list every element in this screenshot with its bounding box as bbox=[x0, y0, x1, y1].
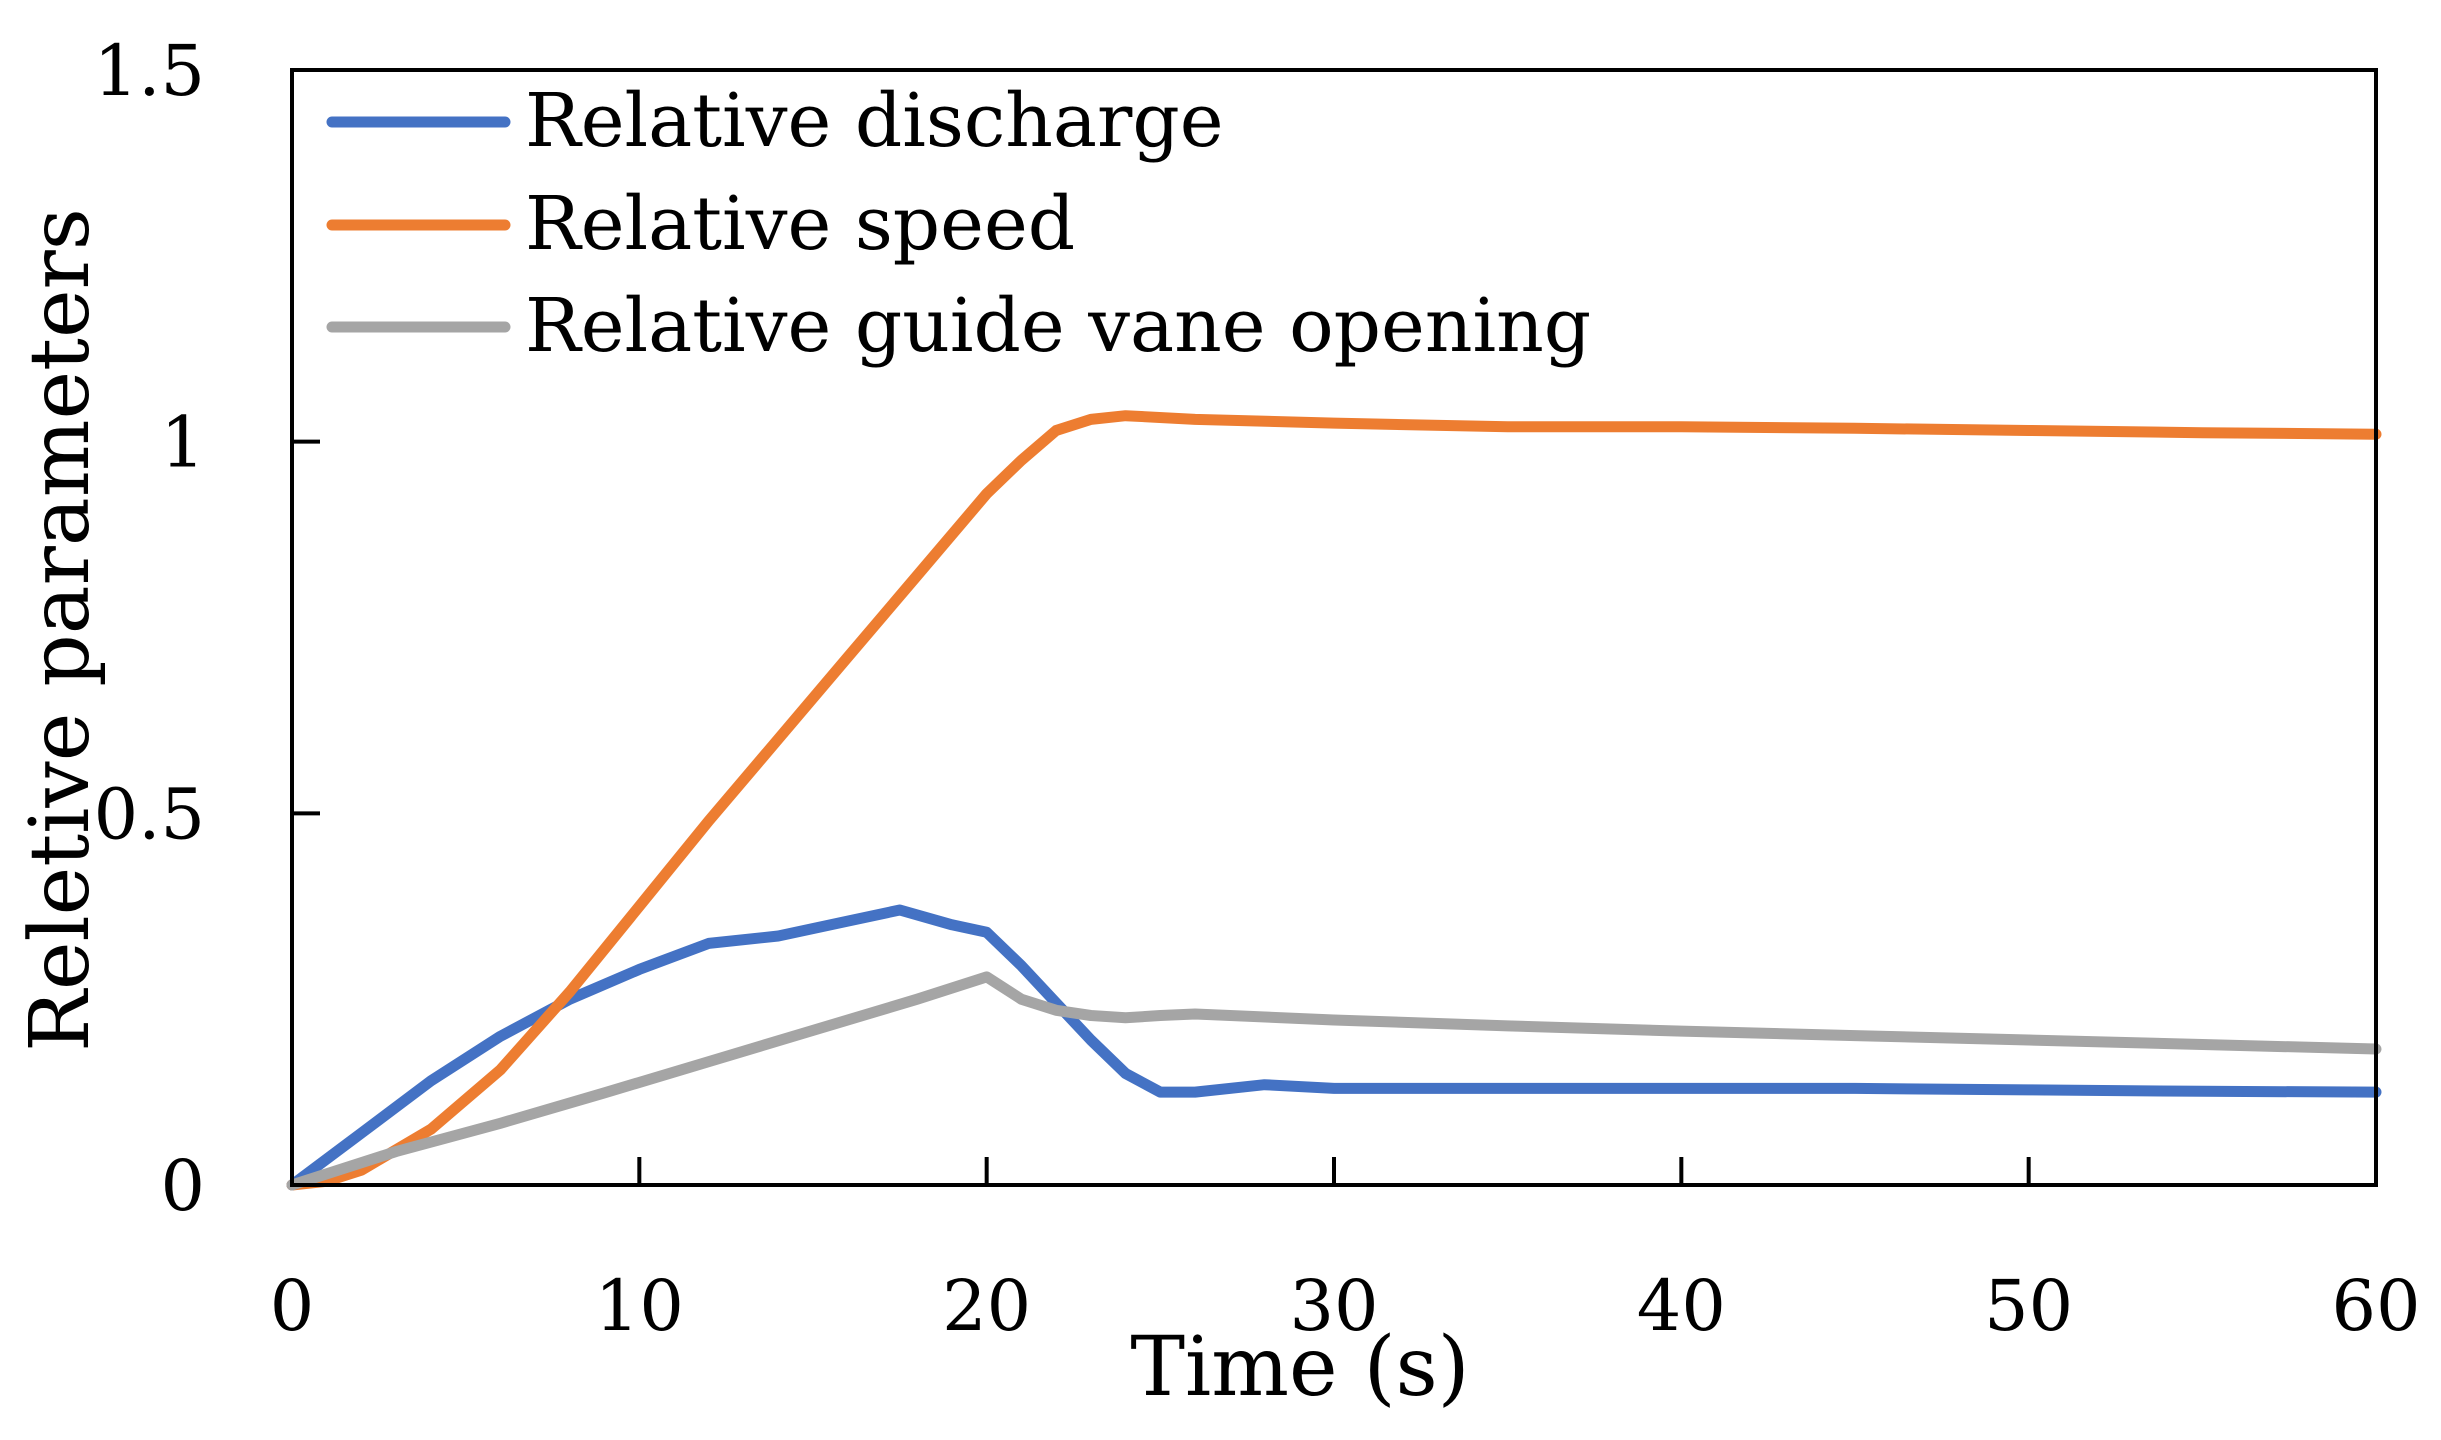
y-tick-label: 1.5 bbox=[94, 30, 205, 112]
y-axis-ticks: 0 0.5 1 1.5 bbox=[94, 30, 320, 1227]
x-axis-title: Time (s) bbox=[1130, 1320, 1469, 1415]
x-tick-label: 30 bbox=[1289, 1265, 1378, 1347]
legend: Relative discharge Relative speed Relative… bbox=[326, 78, 1591, 369]
y-tick-label: 0 bbox=[160, 1145, 205, 1227]
x-tick-label: 10 bbox=[595, 1265, 684, 1347]
x-tick-label: 50 bbox=[1984, 1265, 2073, 1347]
series-line-2 bbox=[286, 971, 2382, 1191]
legend-label-2: Relative guide vane opening bbox=[525, 283, 1591, 369]
x-axis-ticks: 0 10 20 30 40 50 60 bbox=[270, 1157, 2421, 1347]
x-tick-label: 20 bbox=[942, 1265, 1031, 1347]
y-tick-label: 1 bbox=[160, 402, 205, 484]
x-tick-label: 60 bbox=[2331, 1265, 2420, 1347]
series-layer bbox=[286, 410, 2382, 1191]
y-tick-label: 0.5 bbox=[94, 773, 205, 855]
legend-label-0: Relative discharge bbox=[525, 78, 1224, 164]
x-tick-label: 0 bbox=[270, 1265, 315, 1347]
legend-label-1: Relative speed bbox=[525, 181, 1075, 267]
series-line-0 bbox=[286, 904, 2382, 1191]
series-line-1 bbox=[286, 410, 2382, 1191]
x-tick-label: 40 bbox=[1637, 1265, 1726, 1347]
y-axis-title: Reletive parameters bbox=[13, 208, 108, 1052]
